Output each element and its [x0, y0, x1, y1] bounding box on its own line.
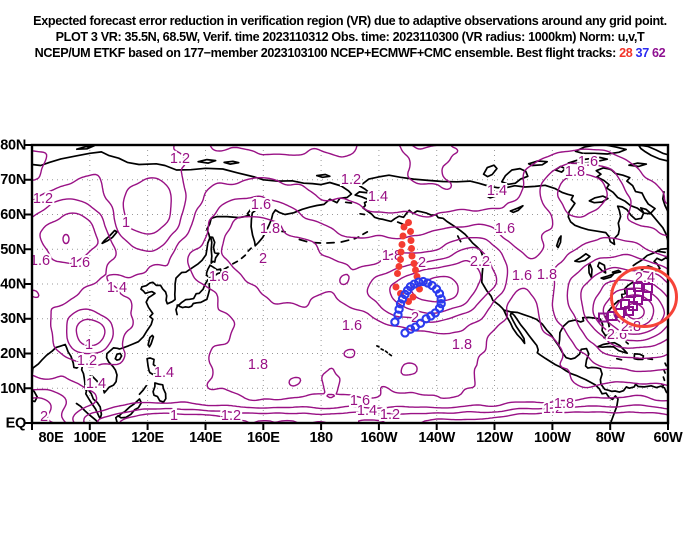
svg-text:1.4: 1.4: [86, 376, 106, 392]
svg-text:70N: 70N: [0, 172, 26, 188]
svg-text:1.2: 1.2: [33, 191, 53, 207]
svg-text:120W: 120W: [476, 430, 513, 446]
svg-text:2: 2: [418, 255, 426, 271]
svg-text:80N: 80N: [0, 138, 26, 154]
svg-text:140W: 140W: [418, 430, 455, 446]
svg-text:1.4: 1.4: [487, 183, 507, 199]
svg-text:50N: 50N: [0, 242, 26, 258]
svg-text:100E: 100E: [73, 430, 106, 446]
svg-text:1.8: 1.8: [452, 337, 472, 353]
svg-text:1.4: 1.4: [154, 365, 174, 381]
svg-text:160E: 160E: [247, 430, 280, 446]
svg-text:30N: 30N: [0, 311, 26, 327]
svg-text:1.6: 1.6: [70, 255, 90, 271]
svg-text:160W: 160W: [361, 430, 398, 446]
svg-text:1.6: 1.6: [578, 154, 598, 170]
svg-text:2: 2: [259, 251, 267, 267]
svg-text:2: 2: [411, 310, 419, 326]
svg-text:1.8: 1.8: [260, 221, 280, 237]
svg-text:1.2: 1.2: [170, 151, 190, 167]
svg-text:1.8: 1.8: [554, 396, 574, 412]
svg-text:1.4: 1.4: [368, 189, 388, 205]
svg-text:10N: 10N: [0, 381, 26, 397]
svg-text:60N: 60N: [0, 207, 26, 223]
svg-text:1.8: 1.8: [565, 164, 585, 180]
svg-text:1.4: 1.4: [357, 403, 377, 419]
svg-text:1.6: 1.6: [512, 268, 532, 284]
svg-text:80W: 80W: [596, 430, 626, 446]
svg-text:80E: 80E: [39, 430, 65, 446]
svg-text:20N: 20N: [0, 346, 26, 362]
svg-text:1.2: 1.2: [380, 407, 400, 423]
svg-text:1.2: 1.2: [341, 172, 361, 188]
svg-text:100W: 100W: [534, 430, 571, 446]
svg-text:60W: 60W: [654, 430, 684, 446]
svg-text:1.6: 1.6: [350, 393, 370, 409]
svg-text:1.6: 1.6: [495, 221, 515, 237]
svg-text:1.8: 1.8: [537, 267, 557, 283]
svg-text:2.2: 2.2: [470, 254, 490, 270]
svg-text:1: 1: [170, 408, 178, 424]
svg-text:1.2: 1.2: [221, 408, 241, 424]
svg-text:1.6: 1.6: [342, 318, 362, 334]
svg-text:1.4: 1.4: [107, 280, 127, 296]
svg-text:1.6: 1.6: [30, 253, 50, 269]
svg-text:1.2: 1.2: [77, 353, 97, 369]
svg-text:1.2: 1.2: [543, 401, 563, 417]
svg-text:40N: 40N: [0, 277, 26, 293]
svg-text:2.6: 2.6: [607, 327, 627, 343]
svg-text:140E: 140E: [189, 430, 222, 446]
svg-text:1.6: 1.6: [209, 269, 229, 285]
svg-text:180: 180: [309, 430, 333, 446]
svg-text:1.6: 1.6: [251, 197, 271, 213]
svg-text:1: 1: [122, 215, 130, 231]
svg-text:120E: 120E: [131, 430, 164, 446]
svg-text:1.8: 1.8: [248, 357, 268, 373]
svg-text:EQ: EQ: [6, 416, 26, 432]
svg-text:1: 1: [85, 337, 93, 353]
